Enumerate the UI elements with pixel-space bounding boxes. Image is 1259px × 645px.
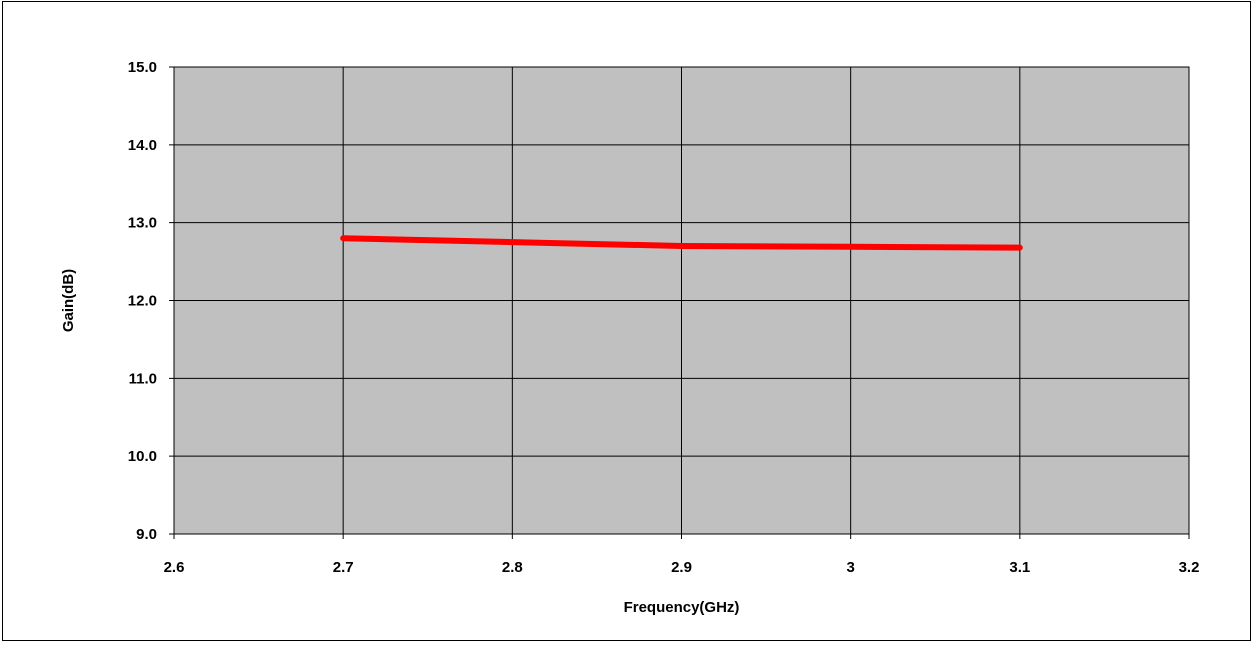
x-tick-label: 2.6 bbox=[164, 559, 185, 576]
x-tick-label: 3 bbox=[846, 559, 854, 576]
x-tick-labels: 2.6 2.7 2.8 2.9 3 3.1 3.2 bbox=[164, 559, 1200, 576]
y-tick-label: 12.0 bbox=[128, 293, 157, 310]
y-tick-label: 14.0 bbox=[128, 137, 157, 154]
y-tick-label: 15.0 bbox=[128, 59, 157, 76]
y-tick-label: 13.0 bbox=[128, 215, 157, 232]
series-layer bbox=[340, 235, 1023, 251]
gridlines bbox=[169, 66, 1190, 539]
y-tick-label: 11.0 bbox=[129, 370, 157, 387]
x-tick-label: 3.2 bbox=[1179, 559, 1200, 576]
y-tick-labels: 9.0 10.0 11.0 12.0 13.0 14.0 15.0 bbox=[128, 59, 157, 543]
y-axis-title: Gain(dB) bbox=[60, 269, 77, 332]
x-tick-label: 3.1 bbox=[1009, 559, 1030, 576]
y-tick-label: 9.0 bbox=[136, 526, 157, 543]
x-tick-label: 2.9 bbox=[671, 559, 692, 576]
x-tick-label: 2.7 bbox=[333, 559, 354, 576]
x-axis-title: Frequency(GHz) bbox=[624, 599, 740, 616]
y-tick-label: 10.0 bbox=[128, 448, 157, 465]
x-tick-label: 2.8 bbox=[502, 559, 523, 576]
